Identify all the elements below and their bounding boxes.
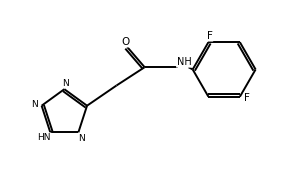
Text: F: F: [244, 93, 250, 103]
Text: N: N: [78, 134, 85, 143]
Text: N: N: [31, 100, 37, 109]
Text: O: O: [122, 37, 130, 47]
Text: NH: NH: [176, 57, 191, 67]
Text: HN: HN: [37, 133, 51, 142]
Text: N: N: [62, 79, 69, 88]
Text: F: F: [207, 31, 213, 41]
